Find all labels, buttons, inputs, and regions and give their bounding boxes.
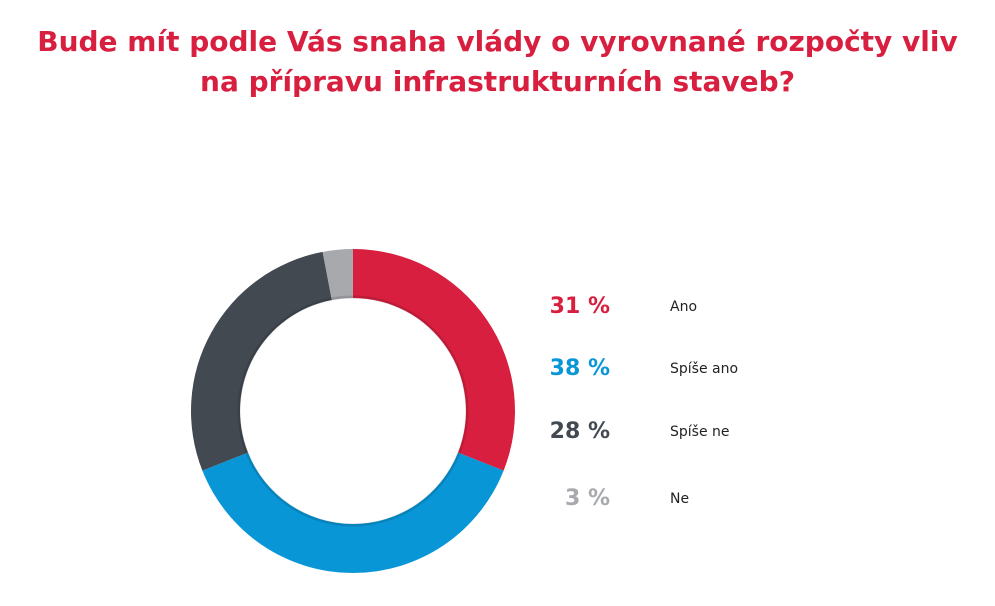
legend-percent-spise-ano: 38 % [549,356,610,381]
legend-item-ne: 3 % Ne [560,484,860,514]
donut-slice-spise-ne [190,251,332,471]
donut-chart [190,249,515,573]
donut-inner-shadow [237,295,469,527]
legend-label-ano: Ano [670,299,698,315]
legend-percent-spise-ne: 28 % [549,419,610,444]
legend-percent-ano: 31 % [549,294,610,319]
chart-title-line-2: na přípravu infrastrukturních staveb? [200,65,795,98]
legend-item-ano: 31 % Ano [550,292,860,322]
legend-item-spise-ne: 28 % Spíše ne [550,417,860,447]
legend-percent-ne: 3 % [564,486,610,511]
donut-slice-spise-ano [202,452,504,573]
legend-label-ne: Ne [670,491,690,507]
legend-item-spise-ano: 38 % Spíše ano [550,354,860,384]
legend-label-spise-ano: Spíše ano [670,361,739,377]
donut-slice-ano [353,249,515,471]
chart-title: Bude mít podle Vás snaha vlády o vyrovna… [0,22,995,102]
legend-label-spise-ne: Spíše ne [670,424,730,440]
donut-slice-ne [322,249,353,301]
chart-title-line-1: Bude mít podle Vás snaha vlády o vyrovna… [37,25,958,58]
